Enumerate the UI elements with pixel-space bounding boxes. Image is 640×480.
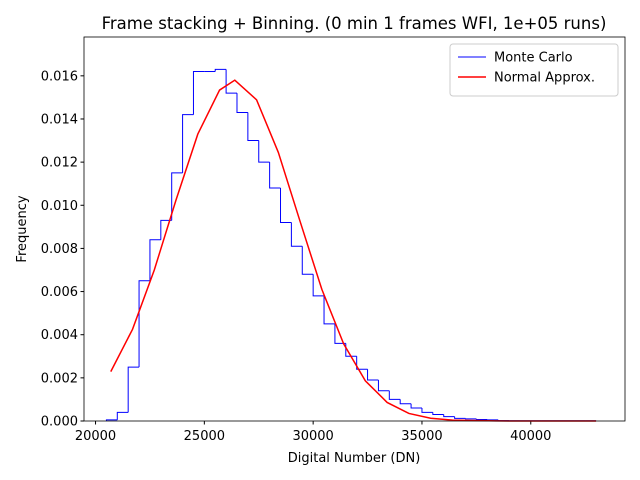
histogram-step: [236, 93, 248, 114]
x-tick-label: 40000: [510, 429, 551, 444]
histogram-step: [301, 246, 314, 275]
histogram-step: [475, 418, 488, 420]
chart-title: Frame stacking + Binning. (0 min 1 frame…: [102, 14, 607, 33]
histogram-step: [388, 390, 401, 400]
x-tick-label: 20000: [75, 429, 116, 444]
histogram-step: [290, 222, 303, 247]
x-tick-label: 30000: [292, 429, 333, 444]
legend-label: Normal Approx.: [494, 71, 595, 86]
x-axis-label: Digital Number (DN): [288, 451, 421, 466]
y-tick-label: 0.010: [41, 199, 78, 214]
histogram-step: [225, 69, 237, 94]
histogram-step: [356, 356, 368, 370]
legend-box: [449, 43, 619, 97]
histogram-step: [149, 239, 161, 281]
histogram-step: [421, 408, 433, 413]
histogram-step: [247, 112, 259, 142]
histogram-step: [182, 114, 194, 173]
y-tick-label: 0.016: [41, 69, 78, 84]
y-tick-label: 0.008: [41, 242, 78, 257]
y-tick-label: 0.014: [41, 112, 78, 127]
histogram-step: [269, 162, 281, 189]
y-tick-label: 0.006: [41, 285, 78, 300]
histogram-step: [443, 414, 455, 418]
histogram-step: [410, 403, 422, 409]
histogram-step: [377, 380, 390, 392]
histogram-step: [367, 369, 379, 381]
line: [110, 79, 597, 422]
x-tick-label: 25000: [184, 429, 225, 444]
histogram-step: [454, 416, 466, 419]
histogram-step: [138, 280, 150, 368]
x-tick-label: 35000: [401, 429, 442, 444]
histogram-step: [334, 323, 346, 344]
y-axis-label: Frequency: [15, 195, 30, 262]
y-tick-label: 0.000: [41, 415, 78, 430]
histogram-step: [116, 411, 129, 420]
legend-label: Monte Carlo: [494, 51, 573, 66]
y-tick-label: 0.004: [41, 328, 78, 343]
y-tick-label: 0.012: [41, 156, 78, 171]
histogram-step: [432, 412, 444, 416]
histogram-step: [280, 188, 292, 224]
histogram-step: [312, 274, 325, 297]
histogram-step: [323, 295, 335, 325]
histogram-step: [258, 140, 270, 163]
plot-frame: [83, 36, 626, 422]
histogram-step: [214, 68, 227, 72]
histogram-step: [160, 219, 172, 240]
histogram-step: [192, 71, 205, 115]
histogram-step: [399, 399, 412, 405]
histogram-step: [171, 172, 183, 221]
y-tick-label: 0.002: [41, 371, 78, 386]
histogram-step: [127, 366, 140, 413]
